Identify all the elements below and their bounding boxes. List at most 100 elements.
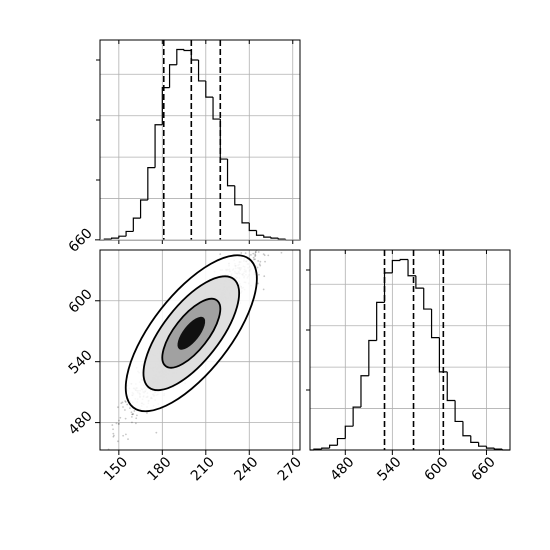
scatter-point [262,288,265,291]
histogram-bin [383,272,393,303]
scatter-point [264,246,266,248]
scatter-point [246,245,248,247]
scatter-point [246,244,248,246]
scatter-point [254,246,256,248]
scatter-point [259,264,262,267]
scatter-point [120,402,123,405]
scatter-point [131,421,133,424]
scatter-point [124,433,127,436]
scatter-point [258,263,261,266]
histogram-bin [161,87,170,125]
scatter-point [258,273,260,276]
scatter-point [280,251,283,254]
scatter-point [127,438,129,441]
x-tick-label: 270 [275,454,305,484]
histogram-bin [277,238,286,240]
histogram-bin [248,222,257,232]
scatter-point [252,256,255,259]
histogram-bin [478,442,487,447]
histogram-bin [430,309,440,339]
histogram-bin [212,97,221,120]
histogram-bin [241,204,250,224]
histogram-bin [321,447,330,450]
scatter-point [135,417,138,420]
scatter-point [254,251,257,254]
scatter-point [121,401,124,404]
scatter-point [257,230,259,232]
histogram-bin [118,235,127,239]
histogram-bin [446,371,456,402]
scatter-point [113,434,115,437]
x-tick-label: 150 [101,454,131,484]
joint-scatter-panel: 150 180 210 240 270 480 540 600 660 [66,225,305,484]
scatter-point [124,417,127,420]
histogram-bin [329,444,338,449]
scatter-point [118,422,120,425]
scatter-point [112,435,115,438]
scatter-point [118,419,120,422]
scatter-point [254,251,257,253]
histogram-bin [197,60,206,82]
histogram-bin [205,80,214,98]
histogram-bin [255,230,264,236]
scatter-point [155,431,158,434]
scatter-point [116,440,119,443]
scatter-point [112,432,115,435]
scatter-point [256,266,259,269]
scatter-point [133,410,136,412]
scatter-point [238,237,240,239]
y-tick-label: 660 [66,225,96,255]
scatter-point [240,252,243,254]
scatter-layer [92,230,283,450]
scatter-point [92,431,94,433]
histogram-bin [176,48,185,65]
x-tick-label: 180 [144,454,174,484]
histogram-bin [234,185,243,206]
scatter-point [254,255,256,258]
scatter-point [112,428,114,431]
y-tick-label: 540 [66,347,96,377]
scatter-point [252,247,254,249]
histogram-bin [183,49,192,52]
scatter-point [263,243,265,245]
scatter-point [126,403,129,406]
scatter-point [122,406,124,408]
axes-frame [309,249,511,451]
scatter-point [219,253,222,256]
scatter-point [135,414,138,417]
scatter-point [131,413,134,416]
scatter-point [257,260,260,262]
scatter-point [244,252,247,254]
scatter-point [129,407,131,410]
histogram-bin [368,339,377,376]
histogram-bin [376,301,385,341]
histogram-bin [110,237,119,240]
scatter-point [249,253,252,256]
histogram-bin [226,159,235,187]
scatter-point [117,406,119,409]
histogram-bin [263,235,272,238]
scatter-point [252,252,255,255]
histogram-bin [360,375,369,408]
scatter-point [263,275,266,278]
histogram-bin [399,258,409,261]
histogram-bin [270,237,279,239]
y-tick-label: 480 [66,408,96,438]
axes-frame [99,39,301,241]
scatter-point [124,401,127,403]
x-tick-label: 210 [188,454,218,484]
x-tick-label: 600 [421,454,451,484]
y-tick-label: 600 [66,286,96,316]
histogram-bin [462,421,471,437]
scatter-point [263,254,266,257]
axes-frame [99,249,301,451]
histogram-bin [423,288,432,310]
histogram-bin [168,64,177,88]
density-contour-core [177,316,206,350]
scatter-point [111,424,114,426]
histogram-bin [154,124,163,168]
x-tick-label: 240 [231,454,261,484]
scatter-point [119,416,122,419]
histogram-bin [415,275,424,289]
